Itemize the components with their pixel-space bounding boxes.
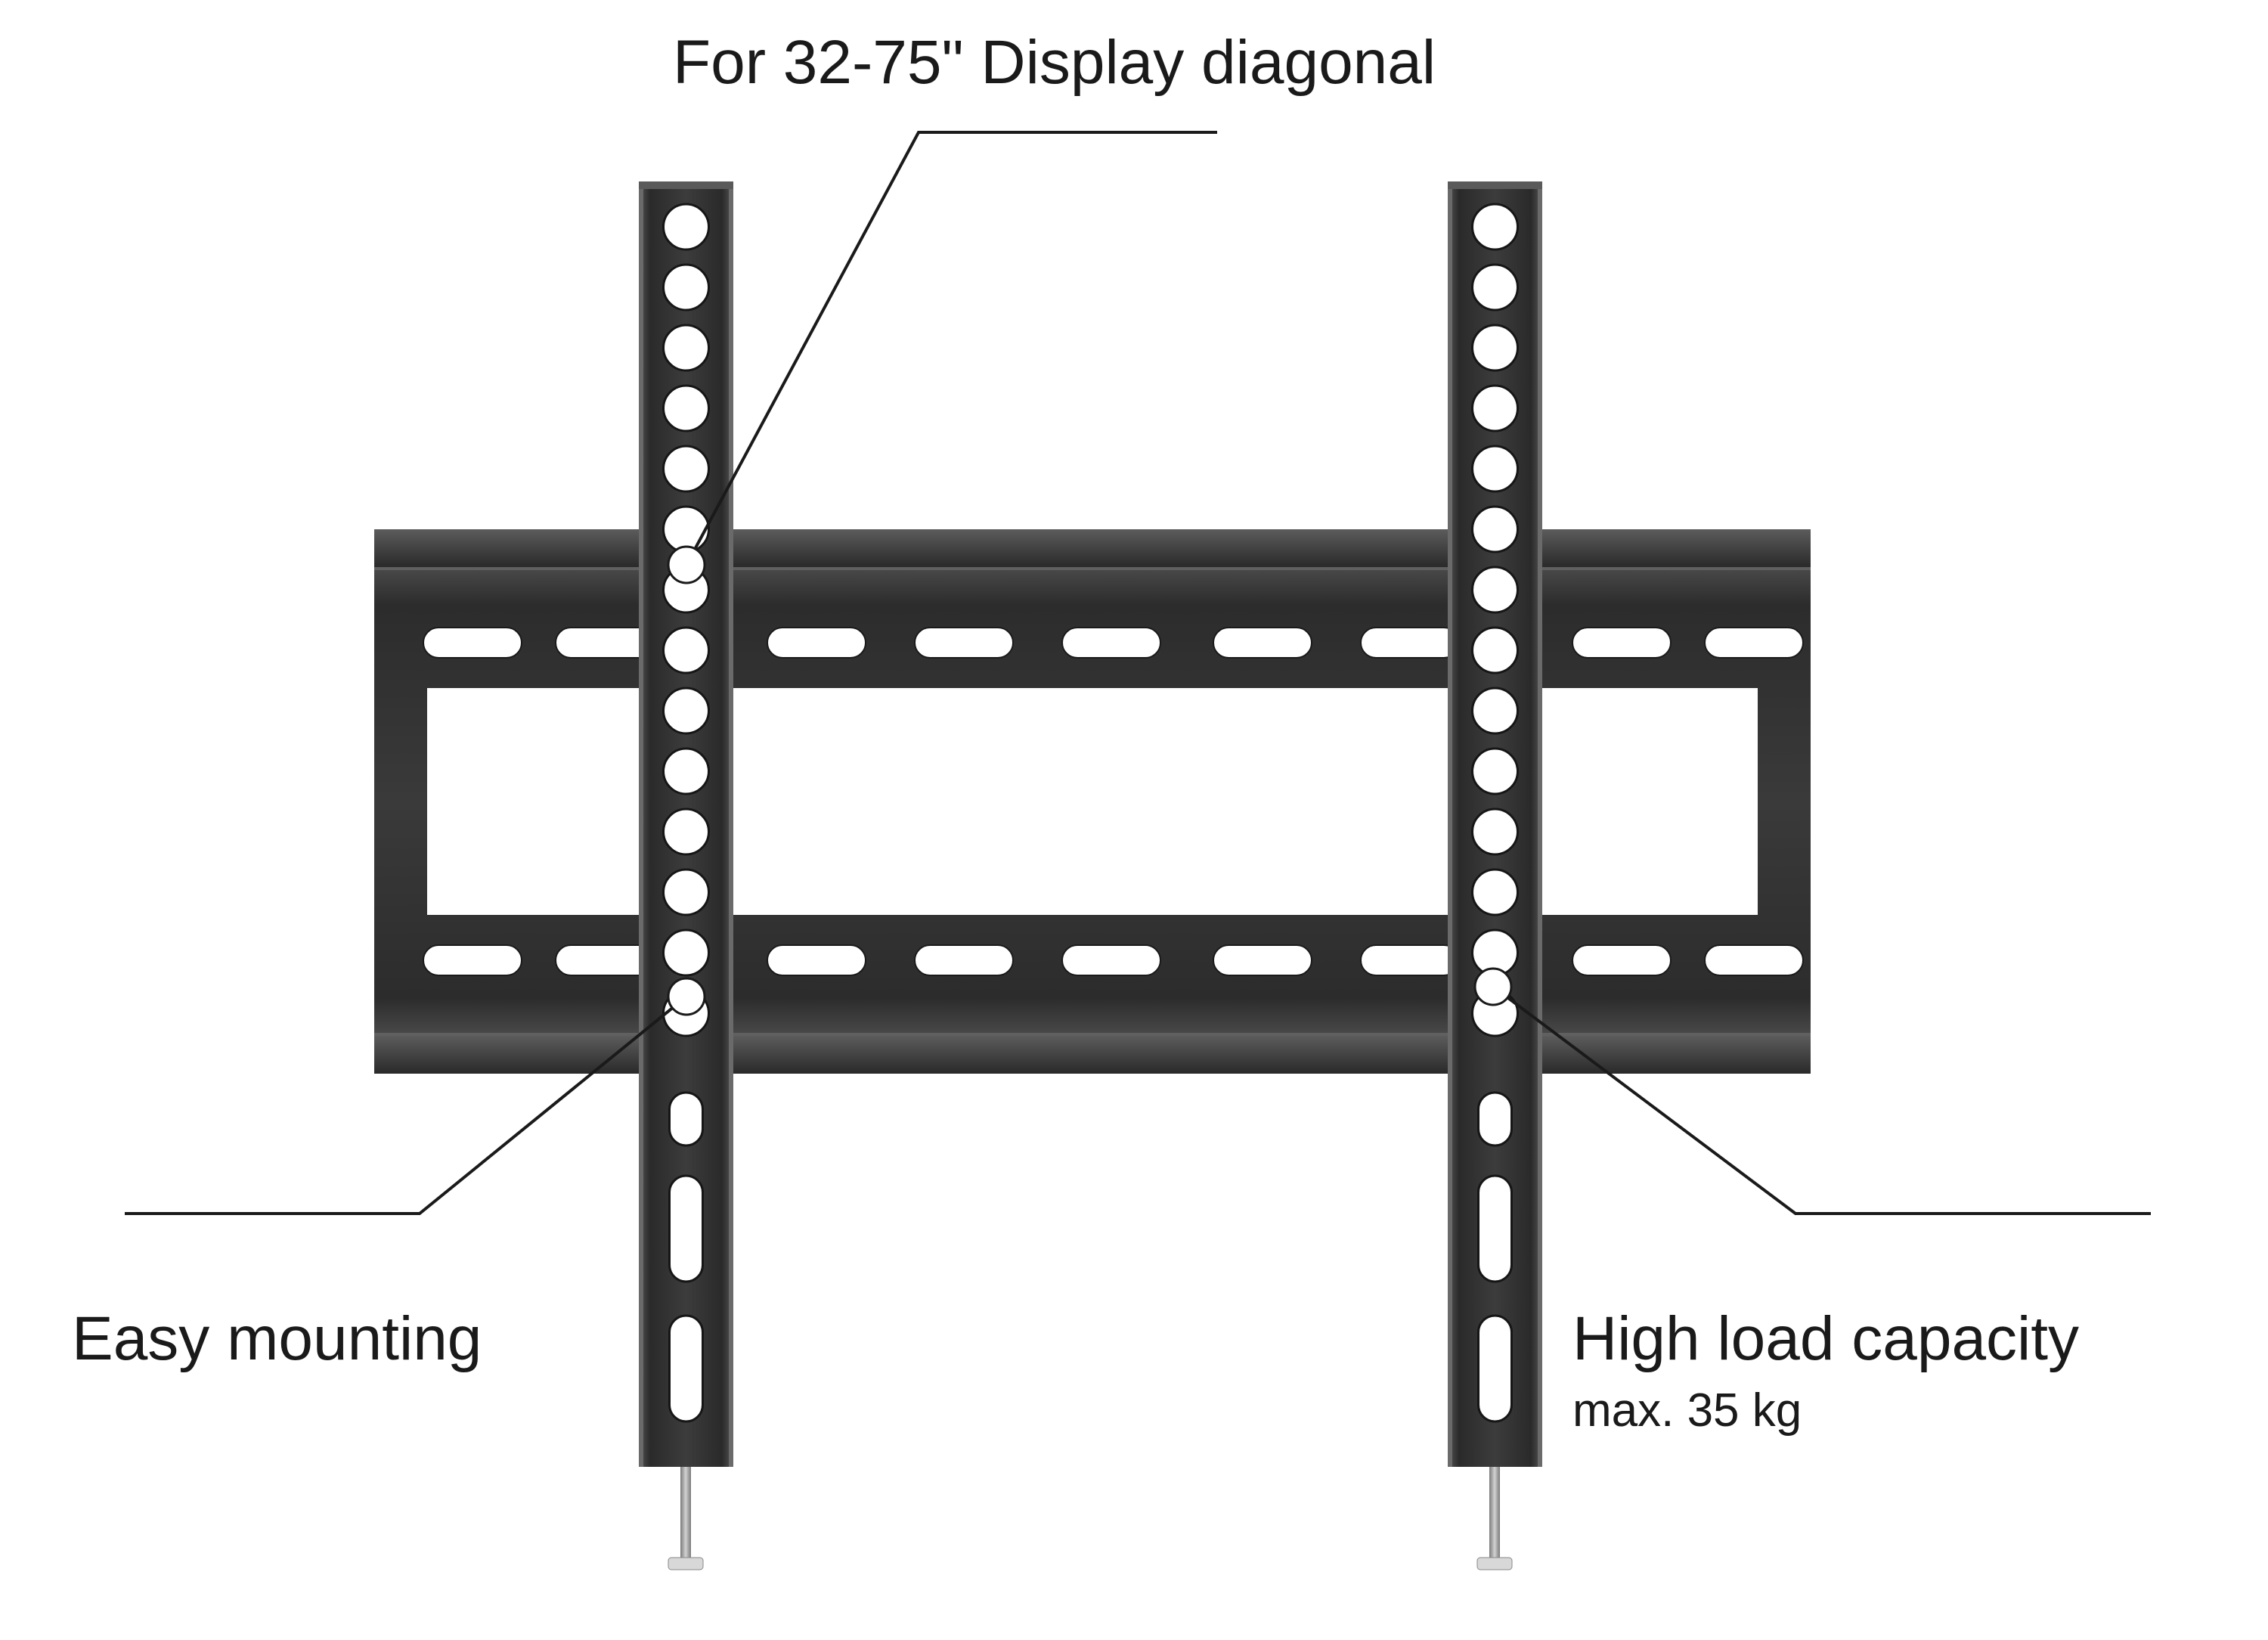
plate-bottom-slot <box>1213 945 1312 975</box>
bar-hole <box>664 325 709 370</box>
wall-plate-window <box>427 688 1758 915</box>
bar-hole <box>664 628 709 673</box>
plate-bottom-slot <box>767 945 866 975</box>
label-display-diagonal: For 32-75" Display diagonal <box>673 24 1436 102</box>
bar-hole <box>1473 446 1518 491</box>
bar-hole <box>664 809 709 854</box>
bar-hole <box>664 930 709 975</box>
bar-slot <box>1479 1093 1512 1146</box>
plate-bottom-slot <box>1572 945 1671 975</box>
plate-top-slot <box>1572 628 1671 658</box>
bar-slot <box>1479 1176 1512 1282</box>
bar-hole <box>664 507 709 552</box>
bar-slot <box>670 1176 703 1282</box>
callout-dot-top <box>668 547 705 583</box>
bar-hole <box>1473 386 1518 431</box>
plate-top-slot <box>1705 628 1803 658</box>
label-load-capacity: High load capacity max. 35 kg <box>1572 1301 2079 1440</box>
wall-plate-bottom-lip <box>374 1036 1811 1074</box>
vertical-bar-right <box>1448 181 1542 1467</box>
bar-hole <box>664 446 709 491</box>
bar-hole <box>1473 265 1518 310</box>
callout-dot-left <box>668 978 705 1015</box>
bar-hole <box>1473 204 1518 250</box>
plate-bottom-slot <box>1361 945 1459 975</box>
plate-top-slot <box>423 628 522 658</box>
vertical-bar-left <box>639 181 733 1467</box>
bar-hole <box>1473 809 1518 854</box>
plate-top-slot <box>915 628 1013 658</box>
label-easy-mounting: Easy mounting <box>72 1301 482 1378</box>
bar-hole <box>664 386 709 431</box>
label-text: High load capacity <box>1572 1301 2079 1378</box>
plate-bottom-slot <box>1062 945 1160 975</box>
bar-hole <box>664 749 709 794</box>
bar-hole <box>664 688 709 733</box>
bar-slot <box>1479 1316 1512 1421</box>
bar-hole <box>1473 628 1518 673</box>
bar-hole <box>1473 325 1518 370</box>
bar-hole <box>1473 870 1518 915</box>
plate-top-slot <box>1213 628 1312 658</box>
label-text: Easy mounting <box>72 1301 482 1378</box>
bar-hole <box>1473 507 1518 552</box>
bar-hole <box>1473 688 1518 733</box>
plate-bottom-slot <box>1705 945 1803 975</box>
bar-slot <box>670 1093 703 1146</box>
plate-top-slot <box>1062 628 1160 658</box>
plate-top-slot <box>1361 628 1459 658</box>
plate-bottom-slot <box>915 945 1013 975</box>
callout-line-top <box>686 132 1217 565</box>
locking-pin-left <box>668 1467 703 1570</box>
callout-dot-right <box>1475 969 1511 1005</box>
plate-top-slot <box>767 628 866 658</box>
bar-hole <box>1473 749 1518 794</box>
bar-slot <box>670 1316 703 1421</box>
bar-hole <box>664 265 709 310</box>
bar-hole <box>664 870 709 915</box>
wall-plate-top-lip <box>374 529 1811 567</box>
bar-hole <box>664 204 709 250</box>
label-text: For 32-75" Display diagonal <box>673 24 1436 102</box>
bar-hole <box>1473 567 1518 612</box>
locking-pin-right <box>1477 1467 1512 1570</box>
plate-bottom-slot <box>423 945 522 975</box>
label-subtext: max. 35 kg <box>1572 1381 2079 1440</box>
